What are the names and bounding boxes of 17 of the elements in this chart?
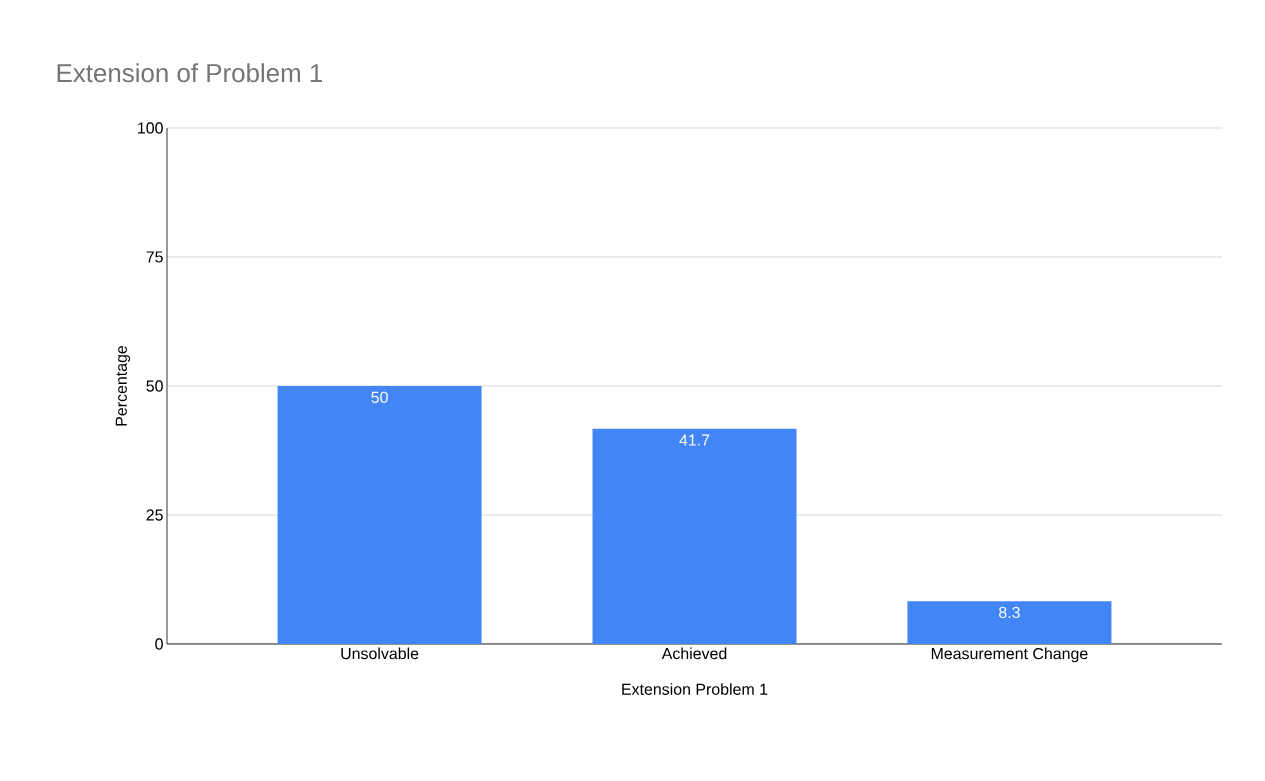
x-tick-label: Achieved bbox=[661, 647, 727, 660]
y-tick-label: 0 bbox=[155, 638, 163, 650]
chart-title: Extension of Problem 1 bbox=[57, 63, 323, 83]
y-tick-label: 75 bbox=[146, 251, 163, 263]
data-label: 8.3 bbox=[999, 606, 1020, 619]
y-tick-label: 50 bbox=[146, 380, 163, 392]
data-label: 41.7 bbox=[679, 434, 710, 446]
y-axis-title: Percentage bbox=[115, 345, 131, 426]
y-tick-label: 100 bbox=[138, 122, 163, 134]
bar bbox=[907, 601, 1112, 644]
y-tick-label: 25 bbox=[146, 509, 163, 521]
x-tick-label: Unsolvable bbox=[341, 647, 419, 660]
x-tick-label: Measurement Change bbox=[931, 647, 1088, 663]
data-label: 50 bbox=[371, 391, 388, 403]
x-axis-title: Extension Problem 1 bbox=[622, 683, 768, 695]
bar bbox=[277, 385, 482, 644]
bar bbox=[592, 428, 797, 644]
